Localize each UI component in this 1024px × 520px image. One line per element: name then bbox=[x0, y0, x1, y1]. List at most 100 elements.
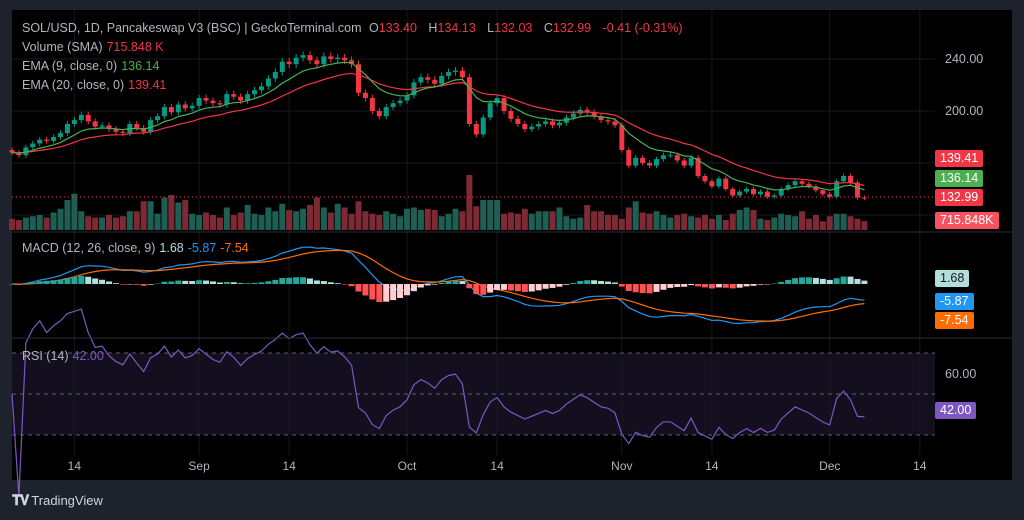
candle bbox=[501, 98, 507, 111]
volume-bar bbox=[265, 207, 272, 230]
volume-bar bbox=[688, 216, 695, 230]
candle bbox=[161, 107, 167, 117]
volume-bar bbox=[43, 217, 50, 230]
volume-bar bbox=[584, 205, 591, 230]
volume-bar bbox=[112, 217, 119, 230]
macd-histogram-bar bbox=[667, 284, 674, 288]
volume-bar bbox=[417, 210, 424, 230]
ema20-label: EMA (20, close, 0) bbox=[22, 78, 125, 92]
candle bbox=[459, 70, 465, 78]
time-tick: 14 bbox=[67, 459, 82, 473]
volume-bar bbox=[216, 217, 223, 230]
candle bbox=[397, 100, 403, 104]
volume-bar bbox=[71, 193, 78, 230]
volume-bar bbox=[521, 208, 528, 230]
candle bbox=[702, 176, 708, 182]
candle bbox=[591, 112, 597, 117]
candle bbox=[529, 126, 535, 130]
macd-histogram-bar bbox=[688, 284, 695, 286]
volume-legend[interactable]: Volume (SMA) 715.848 K bbox=[22, 40, 168, 54]
candle bbox=[224, 94, 230, 105]
volume-bar bbox=[681, 213, 688, 230]
volume-bar bbox=[78, 211, 85, 230]
macd-histogram-bar bbox=[306, 278, 313, 284]
volume-bar bbox=[92, 217, 99, 230]
volume-bar bbox=[604, 215, 611, 230]
volume-bar bbox=[792, 216, 799, 230]
volume-bar bbox=[154, 213, 161, 230]
candle bbox=[390, 103, 396, 108]
volume-label: Volume (SMA) bbox=[22, 40, 103, 54]
volume-bar bbox=[397, 216, 404, 230]
brand-name: TradingView bbox=[31, 493, 103, 508]
candle bbox=[51, 137, 57, 141]
macd-histogram-bar bbox=[501, 284, 508, 290]
ema9-legend[interactable]: EMA (9, close, 0) 136.14 bbox=[22, 59, 163, 73]
macd-histogram-bar bbox=[9, 284, 15, 285]
macd-histogram-bar bbox=[861, 280, 868, 284]
candle bbox=[536, 124, 542, 127]
macd-histogram-bar bbox=[445, 281, 452, 284]
candle bbox=[279, 61, 285, 72]
volume-bar bbox=[840, 213, 847, 230]
macd-histogram-bar bbox=[106, 281, 113, 284]
macd-histogram-bar bbox=[473, 284, 480, 295]
macd-histogram-bar bbox=[154, 283, 161, 285]
volume-bar bbox=[660, 215, 667, 230]
candle bbox=[231, 94, 237, 97]
candle bbox=[757, 191, 763, 195]
candle bbox=[841, 176, 847, 182]
macd-histogram-bar bbox=[196, 280, 203, 284]
ema20-legend[interactable]: EMA (20, close, 0) 139.41 bbox=[22, 78, 170, 92]
symbol-title[interactable]: SOL/USD, 1D, Pancakeswap V3 (BSC) | Geck… bbox=[22, 21, 362, 35]
time-tick: 14 bbox=[913, 459, 927, 473]
macd-histogram-bar bbox=[22, 283, 29, 284]
candle bbox=[543, 121, 549, 124]
candle bbox=[383, 107, 389, 117]
macd-histogram-bar bbox=[466, 284, 473, 289]
tradingview-logo[interactable]: 𝐓𝐕 TradingView bbox=[12, 492, 103, 509]
volume-bar bbox=[764, 220, 771, 230]
candle bbox=[23, 147, 29, 156]
volume-bar bbox=[459, 211, 466, 230]
macd-histogram-bar bbox=[494, 284, 501, 290]
candle bbox=[342, 57, 348, 61]
volume-bar bbox=[99, 217, 106, 230]
candle bbox=[300, 55, 306, 58]
candle bbox=[806, 183, 812, 187]
candle bbox=[619, 125, 625, 150]
candle bbox=[134, 124, 140, 128]
volume-bar bbox=[300, 208, 307, 230]
candle bbox=[106, 125, 112, 130]
macd-histogram-bar bbox=[203, 280, 210, 284]
macd-histogram-bar bbox=[722, 284, 729, 288]
candle bbox=[37, 139, 43, 144]
macd-histogram-bar bbox=[487, 284, 494, 293]
macd-histogram bbox=[9, 275, 868, 303]
macd-histogram-bar bbox=[161, 281, 168, 284]
candle bbox=[723, 178, 729, 189]
volume-bar bbox=[140, 201, 147, 230]
volume-bar bbox=[327, 212, 334, 230]
candle bbox=[425, 77, 431, 80]
volume-bar bbox=[743, 207, 750, 230]
candle bbox=[730, 189, 736, 196]
rsi-legend[interactable]: RSI (14) 42.00 bbox=[22, 349, 108, 363]
volume-bar bbox=[577, 217, 584, 230]
volume-bar bbox=[646, 213, 653, 230]
macd-histogram-bar bbox=[653, 284, 660, 292]
volume-bar bbox=[404, 208, 411, 230]
candle bbox=[210, 100, 216, 104]
candle bbox=[321, 56, 327, 65]
macd-legend[interactable]: MACD (12, 26, close, 9) 1.68 -5.87 -7.54 bbox=[22, 241, 253, 255]
candle bbox=[792, 181, 798, 186]
macd-histogram-bar bbox=[611, 282, 618, 284]
volume-bar bbox=[64, 200, 71, 230]
volume-bar bbox=[799, 211, 806, 230]
candle bbox=[148, 120, 154, 132]
macd-histogram-bar bbox=[535, 284, 542, 291]
macd-histogram-bar bbox=[237, 283, 244, 284]
macd-histogram-bar bbox=[805, 277, 812, 284]
volume-bar bbox=[57, 208, 64, 230]
